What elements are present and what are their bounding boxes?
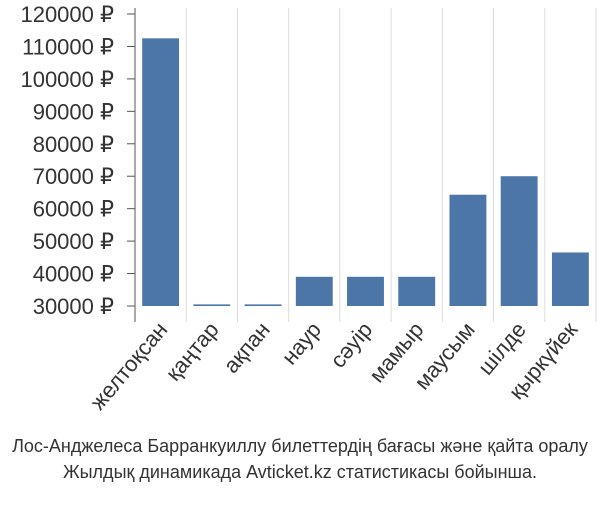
y-tick-label: 80000 ₽	[33, 132, 114, 157]
grid-layer	[185, 8, 597, 322]
caption-line-1: Лос-Анджелеса Барранкуиллу билеттердің б…	[12, 436, 588, 456]
x-tick-label: наур	[277, 317, 326, 369]
bar-layer	[142, 38, 589, 306]
caption-line-2: Жылдық динамикада Avticket.kz статистика…	[63, 462, 537, 482]
bar-1	[142, 38, 180, 306]
x-tick-label: желтоқсан	[85, 317, 172, 414]
y-tick-label: 110000 ₽	[22, 34, 114, 59]
bar-3	[244, 304, 282, 306]
y-tick-label: 70000 ₽	[33, 164, 114, 189]
y-tick-label: 50000 ₽	[33, 229, 114, 254]
y-tick-label: 60000 ₽	[33, 197, 114, 222]
bar-2	[193, 304, 231, 306]
bar-6	[398, 276, 436, 306]
y-tick-label: 90000 ₽	[33, 99, 114, 124]
bar-8	[500, 176, 538, 306]
y-tick-label: 120000 ₽	[20, 2, 114, 27]
bar-4	[295, 276, 333, 306]
bar-9	[551, 252, 589, 306]
x-tick-label: қаңтар	[161, 317, 224, 385]
bar-7	[449, 194, 487, 306]
y-tick-label: 40000 ₽	[33, 262, 114, 287]
y-tick-label: 100000 ₽	[20, 67, 114, 92]
x-tick-label: ақпан	[218, 317, 275, 378]
label-layer: 30000 ₽ 40000 ₽ 50000 ₽ 60000 ₽ 70000 ₽ 80000…	[20, 2, 582, 415]
y-tick-label: 30000 ₽	[33, 294, 114, 319]
bar-5	[347, 276, 384, 306]
axis-layer	[127, 8, 136, 322]
